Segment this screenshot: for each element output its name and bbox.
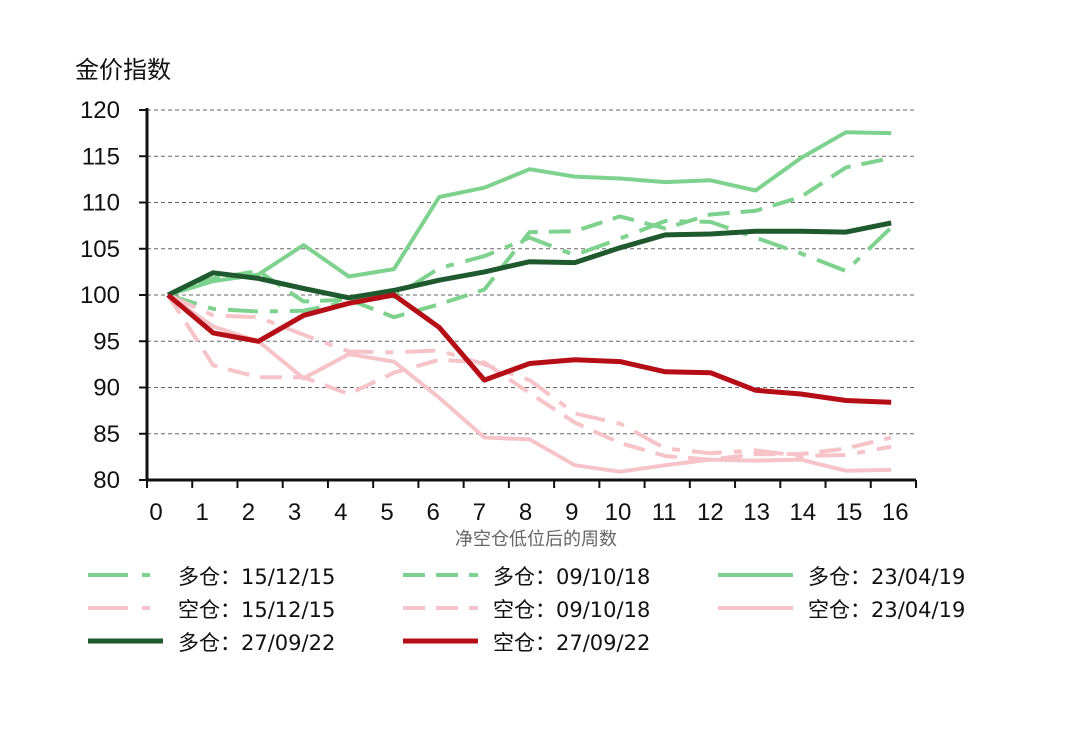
- y-tick-label: 105: [80, 236, 120, 263]
- x-tick-label: 9: [565, 499, 578, 526]
- x-tick-label: 13: [743, 499, 770, 526]
- x-tick-label: 14: [789, 499, 816, 526]
- y-tick-label: 120: [80, 97, 120, 124]
- x-tick-label: 6: [427, 499, 440, 526]
- x-tick-label: 4: [334, 499, 347, 526]
- x-tick-label: 11: [652, 499, 677, 526]
- x-tick-label: 5: [380, 499, 393, 526]
- x-tick-label: 12: [697, 499, 724, 526]
- series-line-4: [166, 293, 892, 462]
- x-tick-label: 7: [473, 499, 486, 526]
- series-lines: [166, 130, 893, 474]
- series-line-2: [167, 130, 892, 297]
- series-line-5: [166, 293, 892, 474]
- x-tick-label: 3: [288, 499, 301, 526]
- legend-label-7: 空仓：27/09/22: [493, 631, 650, 655]
- legend-label-6: 多仓：27/09/22: [178, 631, 335, 655]
- y-tick-label: 115: [82, 143, 120, 170]
- series-line-7: [166, 292, 892, 405]
- y-tick-label: 80: [93, 467, 120, 494]
- x-tick-label: 8: [519, 499, 532, 526]
- legend: 多仓：15/12/15 多仓：09/10/18 多仓：23/04/19 空仓：15/1…: [88, 565, 965, 655]
- x-tick-label: 2: [242, 499, 255, 526]
- x-tick-label: 10: [605, 499, 632, 526]
- legend-label-2: 多仓：23/04/19: [808, 565, 965, 589]
- legend-label-0: 多仓：15/12/15: [178, 565, 335, 589]
- legend-label-5: 空仓：23/04/19: [808, 598, 965, 622]
- y-axis-label: 金价指数: [75, 56, 171, 84]
- y-tick-label: 85: [93, 421, 120, 448]
- x-tick-label: 0: [149, 499, 162, 526]
- y-tick-label: 95: [93, 328, 120, 355]
- series-line-1: [167, 156, 892, 320]
- legend-label-1: 多仓：09/10/18: [493, 565, 650, 589]
- y-tick-label: 90: [93, 375, 120, 402]
- legend-label-4: 空仓：09/10/18: [493, 598, 650, 622]
- x-tick-label: 16: [882, 499, 909, 526]
- y-tick-label: 100: [80, 282, 120, 309]
- series-line-6: [166, 220, 892, 301]
- axes: [139, 108, 917, 488]
- series-line-0: [167, 219, 893, 314]
- y-tick-label: 110: [82, 190, 120, 217]
- x-axis-label: 净空仓低位后的周数: [455, 529, 617, 550]
- x-tick-label: 15: [836, 499, 863, 526]
- legend-label-3: 空仓：15/12/15: [178, 598, 335, 622]
- x-tick-label: 1: [196, 499, 209, 526]
